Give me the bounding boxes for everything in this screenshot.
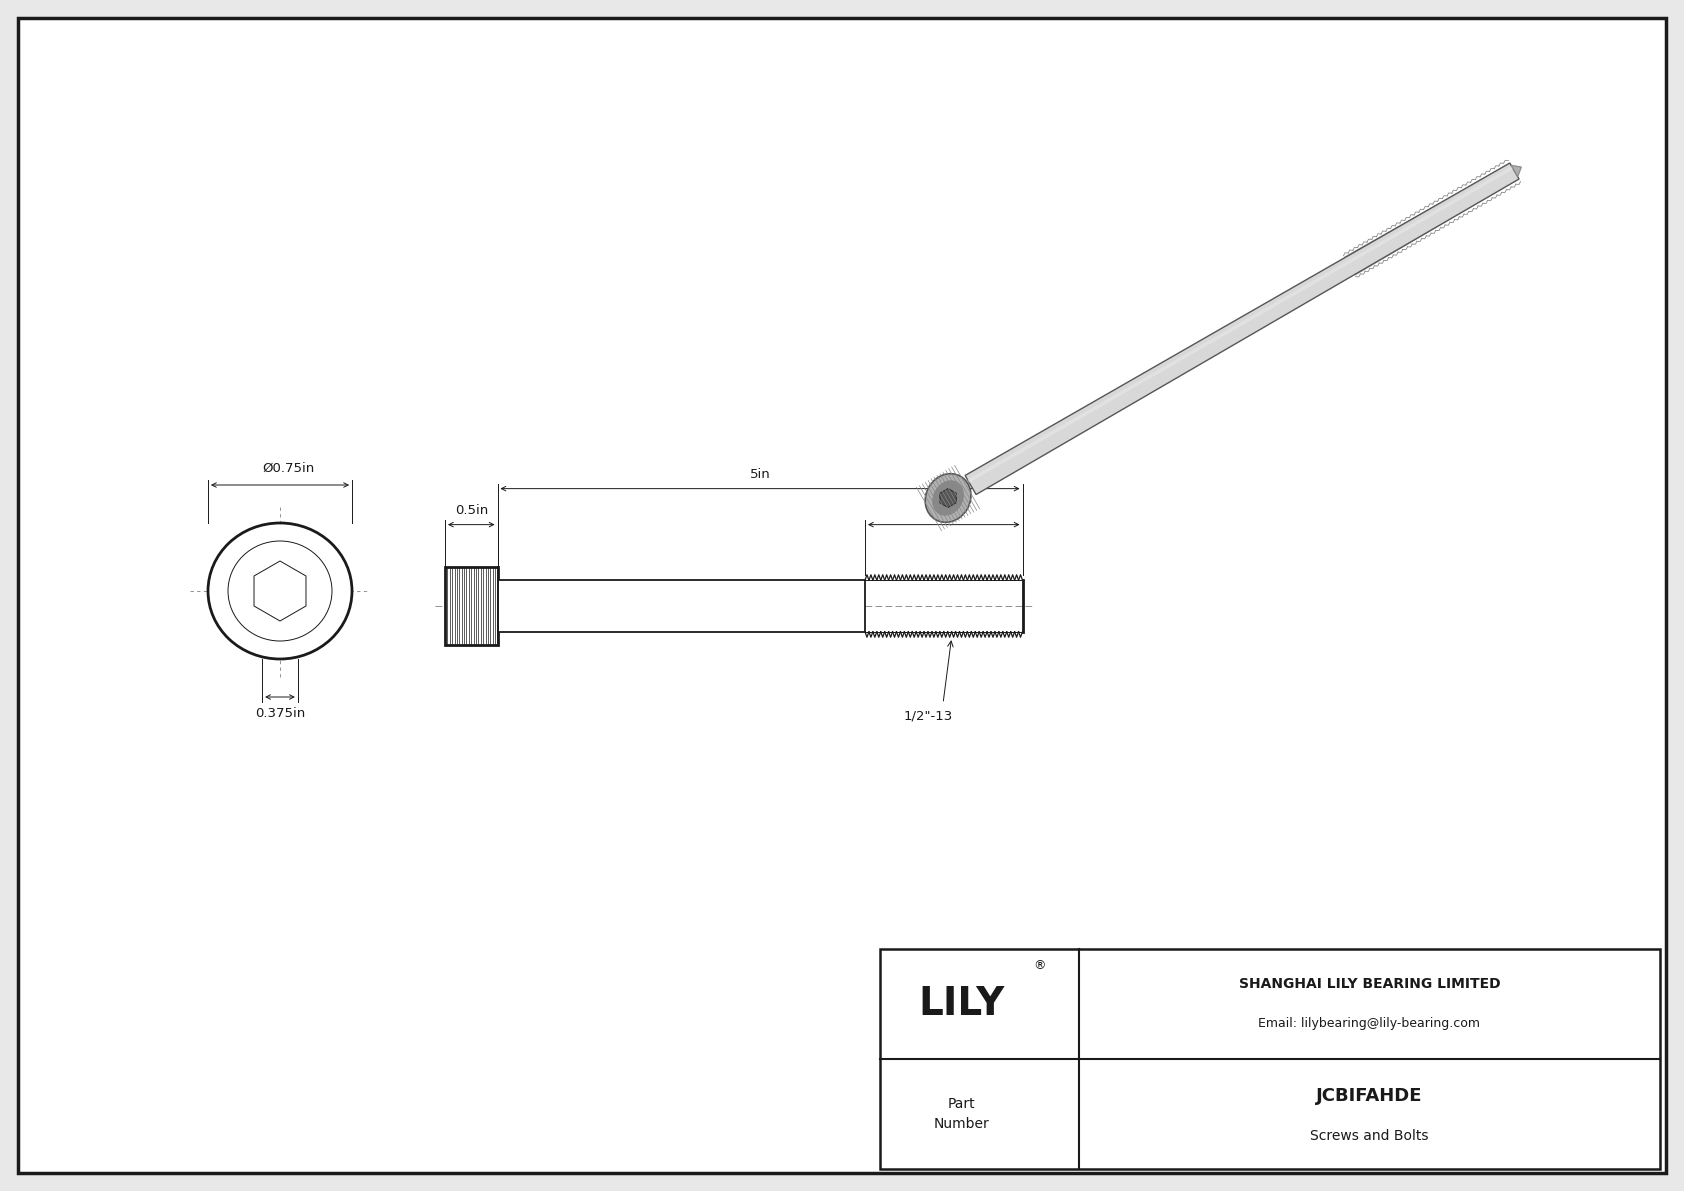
Ellipse shape — [933, 481, 963, 516]
Text: ®: ® — [1034, 960, 1046, 973]
Text: 1/2"-13: 1/2"-13 — [903, 710, 953, 723]
Bar — [497, 580, 866, 631]
Ellipse shape — [209, 523, 352, 659]
Text: LILY: LILY — [918, 985, 1005, 1023]
Polygon shape — [965, 163, 1519, 494]
Polygon shape — [1511, 166, 1521, 176]
Text: 5in: 5in — [749, 468, 770, 481]
Bar — [881, 949, 1660, 1170]
Ellipse shape — [227, 541, 332, 641]
Text: 0.5in: 0.5in — [455, 504, 488, 517]
Bar — [445, 567, 497, 646]
Text: 1.5in: 1.5in — [928, 504, 960, 517]
Polygon shape — [254, 561, 306, 621]
Text: SHANGHAI LILY BEARING LIMITED: SHANGHAI LILY BEARING LIMITED — [1239, 977, 1500, 991]
Polygon shape — [1344, 163, 1519, 276]
Polygon shape — [968, 167, 1514, 482]
Text: Part
Number: Part Number — [933, 1097, 989, 1131]
Text: Ø0.75in: Ø0.75in — [263, 462, 315, 475]
Text: JCBIFAHDE: JCBIFAHDE — [1317, 1087, 1423, 1105]
Polygon shape — [940, 488, 957, 507]
Text: Email: lilybearing@lily-bearing.com: Email: lilybearing@lily-bearing.com — [1258, 1017, 1480, 1030]
Text: 0.375in: 0.375in — [254, 707, 305, 721]
Text: Screws and Bolts: Screws and Bolts — [1310, 1129, 1428, 1143]
Ellipse shape — [925, 474, 972, 523]
